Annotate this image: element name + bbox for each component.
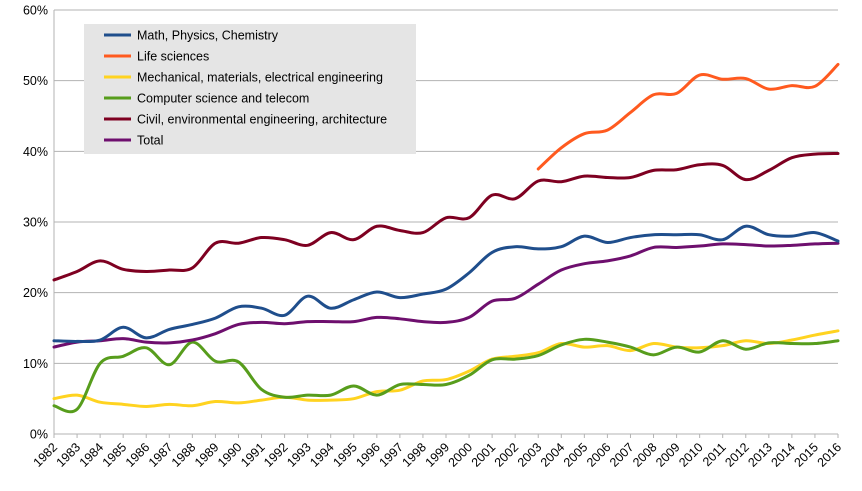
legend-label-total: Total [137,134,163,148]
x-tick-label: 2015 [791,440,821,470]
x-tick-label: 1999 [423,440,453,470]
x-tick-label: 2000 [446,440,476,470]
series-lines [52,62,840,414]
x-tick-label: 1989 [192,440,222,470]
x-tick-label: 2003 [515,440,545,470]
x-tick-label: 2010 [676,440,706,470]
y-tick-label: 40% [23,145,48,159]
x-tick-label: 2013 [745,440,775,470]
x-tick-label: 1982 [31,440,61,470]
x-tick-label: 1997 [376,440,406,470]
x-tick-label: 2014 [768,440,798,470]
legend-background [84,24,416,154]
y-tick-label: 10% [23,357,48,371]
series-line-total [52,241,840,349]
series-line-mechanical-materials-electrical-engineering [52,329,840,408]
x-tick-label: 1985 [100,440,130,470]
axes [53,10,839,438]
y-tick-label: 30% [23,216,48,230]
x-tick-label: 1986 [123,440,153,470]
x-tick-label: 1998 [399,440,429,470]
x-tick-label: 2001 [469,440,499,470]
x-tick-label: 1988 [169,440,199,470]
x-tick-label: 1995 [330,440,360,470]
x-tick-label: 2016 [815,440,845,470]
y-tick-label: 20% [23,286,48,300]
x-tick-label: 1983 [54,440,84,470]
x-tick-label: 2009 [653,440,683,470]
legend-items: Math, Physics, Chemistry Life sciences Mec… [104,29,387,148]
y-tick-label: 60% [23,4,48,18]
legend-label-life-sciences: Life sciences [137,50,209,64]
x-tick-label: 1993 [284,440,314,470]
x-tick-label: 2008 [630,440,660,470]
x-tick-label: 2002 [492,440,522,470]
series-line-computer-science-and-telecom [52,337,840,414]
x-tick-label: 1984 [77,440,107,470]
y-tick-label: 0% [30,428,48,442]
x-tick-labels: 1982198319841985198619871988198919901991… [31,440,845,470]
x-tick-label: 1991 [238,440,268,470]
x-tick-label: 2006 [584,440,614,470]
x-tick-label: 2011 [700,440,729,469]
legend-label-math-physics-chemistry: Math, Physics, Chemistry [137,29,279,43]
series-line-life-sciences [536,62,840,171]
x-tick-label: 1987 [146,440,176,470]
x-tick-label: 2004 [538,440,568,470]
legend-label-computer-science-and-telecom: Computer science and telecom [137,92,309,106]
x-tick-label: 2007 [607,440,637,470]
x-tick-label: 2012 [722,440,752,470]
y-tick-labels: 0% 10% 20% 30% 40% 50% 60% [23,4,48,442]
legend: Math, Physics, Chemistry Life sciences Mec… [84,24,416,154]
x-tick-label: 1992 [261,440,291,470]
series-line-civil-environmental-engineering-architecture [52,151,840,282]
x-tick-label: 1994 [307,440,337,470]
x-tick-label: 1996 [353,440,383,470]
series-line-math-physics-chemistry [52,224,840,344]
legend-label-mechanical-materials-electrical-engineering: Mechanical, materials, electrical engine… [137,71,383,85]
x-tick-label: 1990 [215,440,245,470]
x-tick-label: 2005 [561,440,591,470]
legend-label-civil-environmental-engineering-architecture: Civil, environmental engineering, archit… [137,113,387,127]
y-tick-label: 50% [23,74,48,88]
